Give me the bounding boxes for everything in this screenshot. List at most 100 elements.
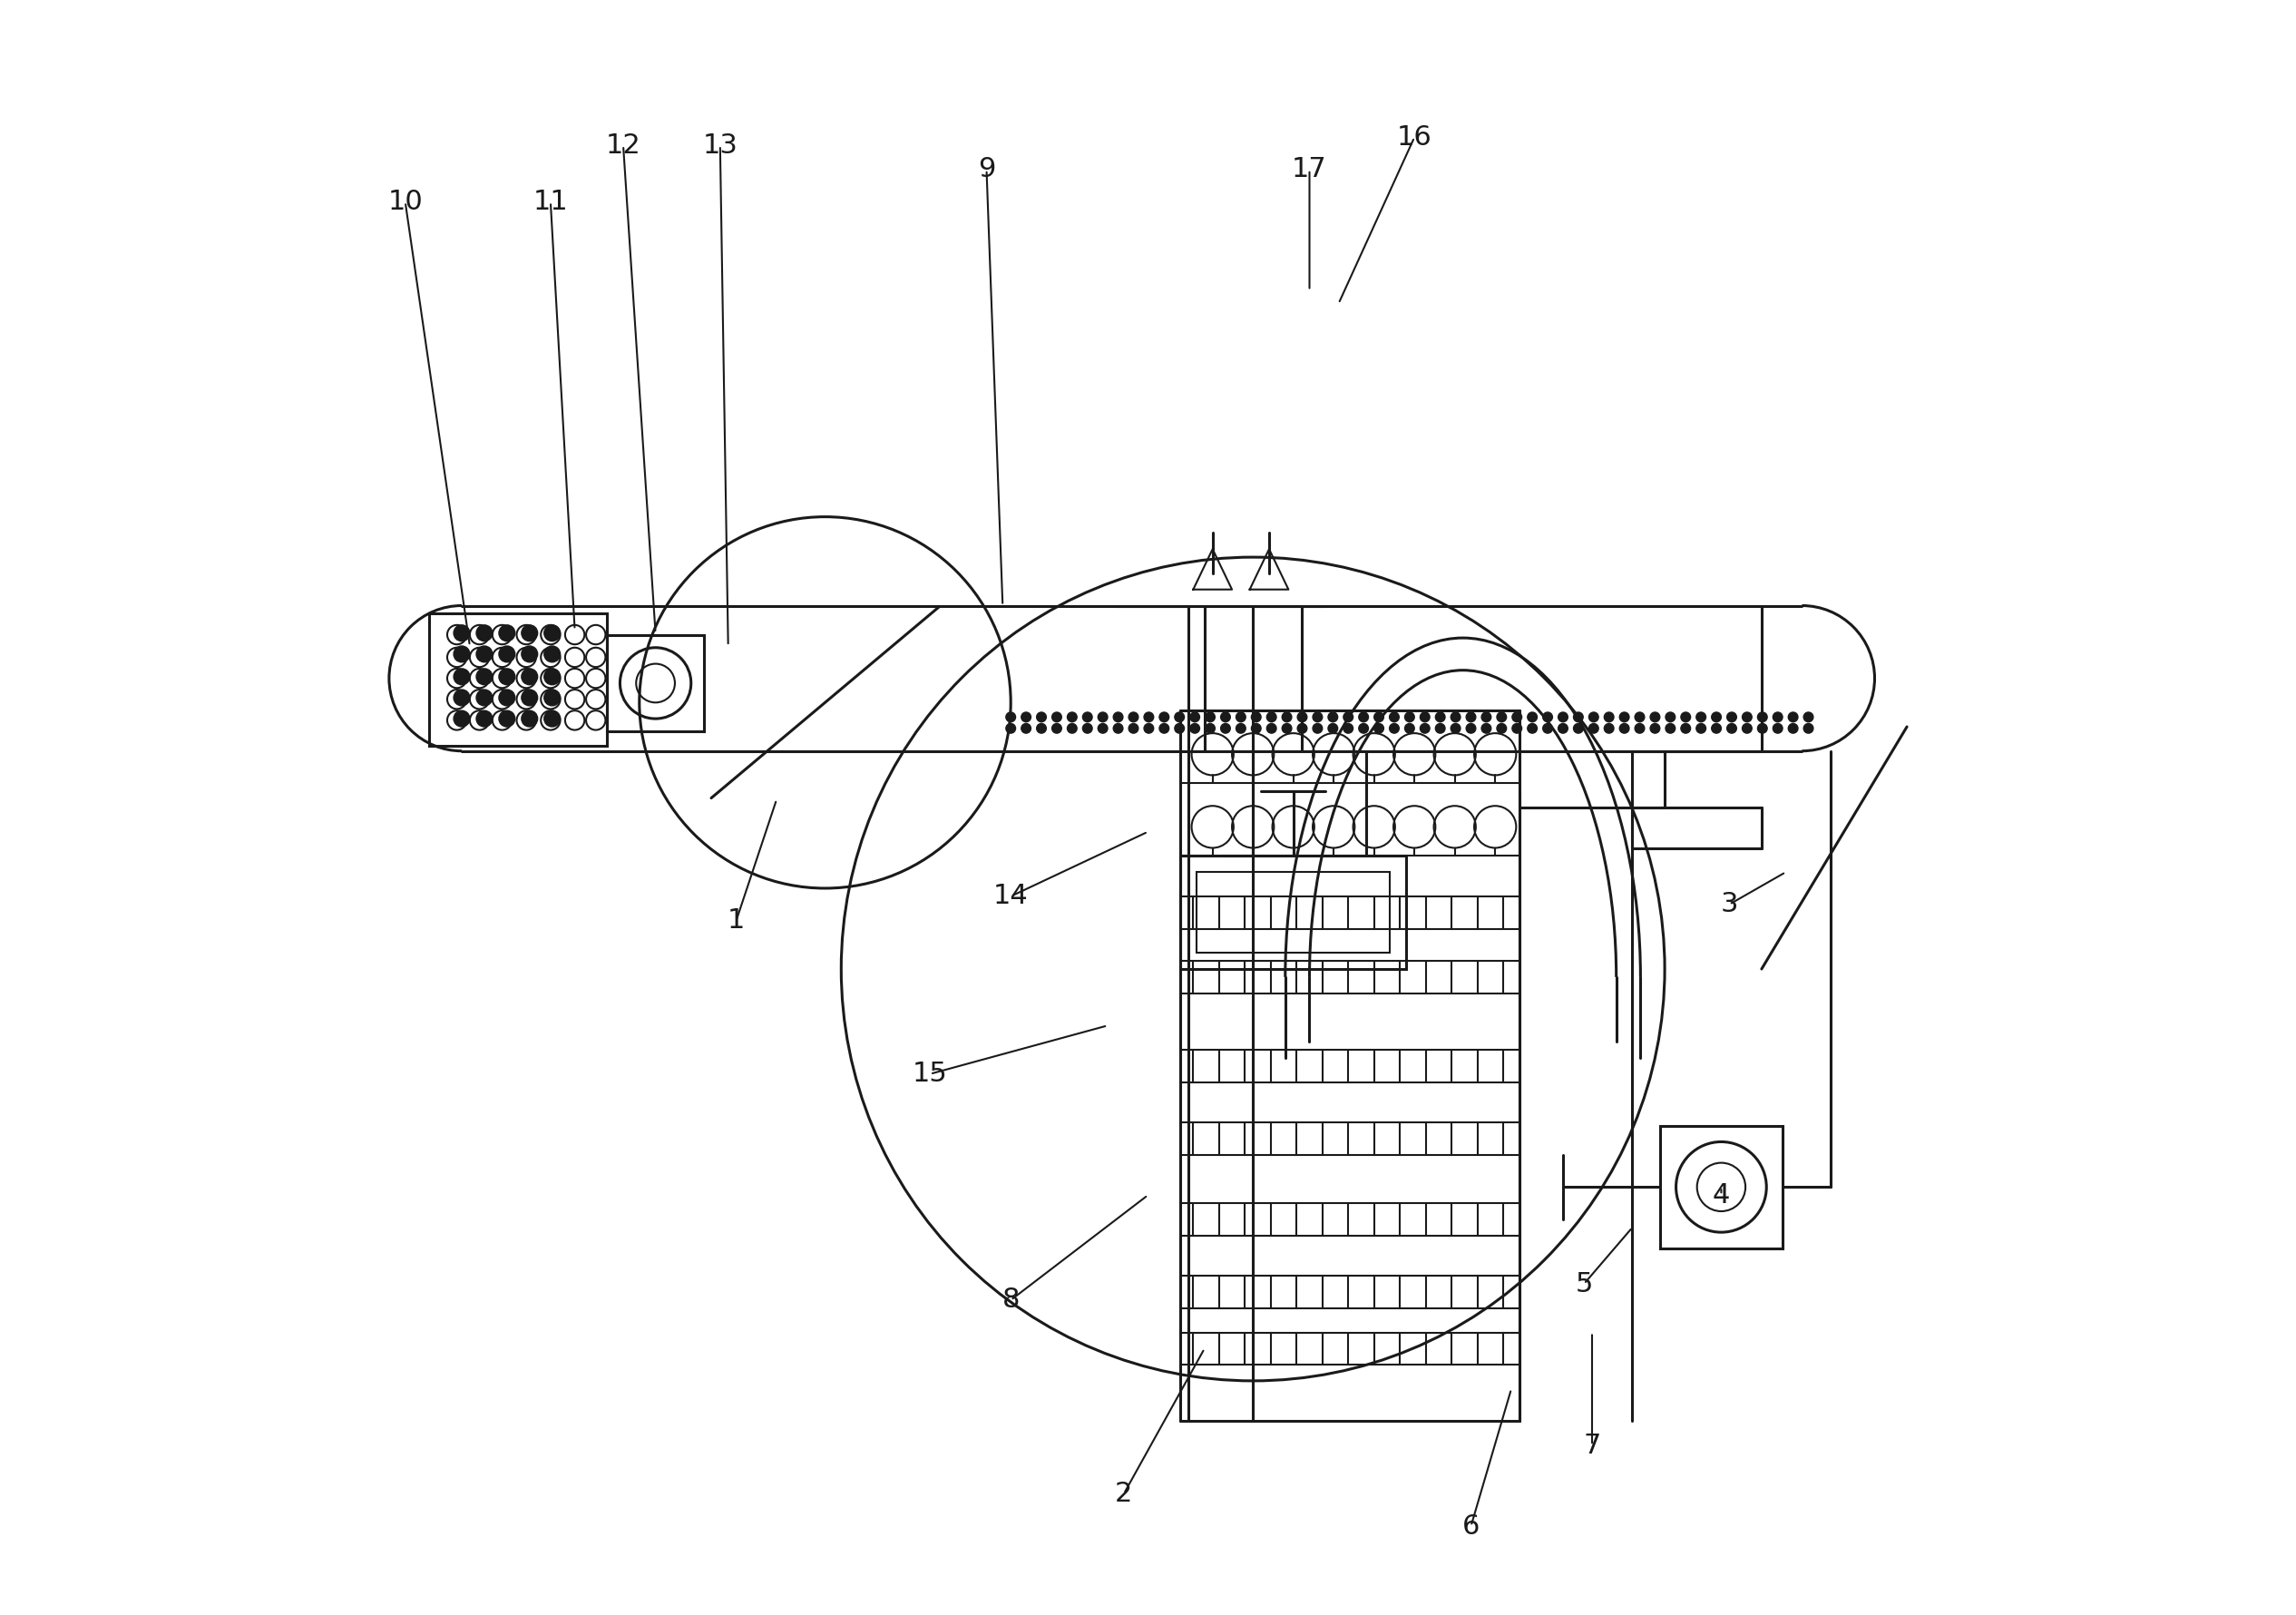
Circle shape xyxy=(1327,724,1339,733)
Circle shape xyxy=(1513,724,1522,733)
Circle shape xyxy=(1281,712,1293,722)
Circle shape xyxy=(1052,712,1061,722)
Circle shape xyxy=(455,625,471,641)
Text: 2: 2 xyxy=(1116,1481,1132,1507)
Circle shape xyxy=(1343,712,1352,722)
Circle shape xyxy=(1359,724,1368,733)
Circle shape xyxy=(1373,724,1384,733)
Circle shape xyxy=(455,711,471,727)
Circle shape xyxy=(1205,712,1215,722)
Circle shape xyxy=(1743,712,1752,722)
Circle shape xyxy=(455,669,471,685)
Circle shape xyxy=(521,669,537,685)
Circle shape xyxy=(1159,724,1169,733)
Circle shape xyxy=(1651,724,1660,733)
Text: 10: 10 xyxy=(388,189,422,215)
Circle shape xyxy=(1130,724,1139,733)
Circle shape xyxy=(1235,712,1247,722)
Circle shape xyxy=(1665,712,1676,722)
Circle shape xyxy=(1605,724,1614,733)
Circle shape xyxy=(1297,712,1306,722)
Circle shape xyxy=(1619,712,1630,722)
Bar xyxy=(1196,872,1389,953)
Circle shape xyxy=(455,690,471,706)
Text: 4: 4 xyxy=(1713,1182,1729,1208)
Circle shape xyxy=(1527,712,1536,722)
Bar xyxy=(1660,1126,1782,1248)
Circle shape xyxy=(1451,724,1460,733)
Circle shape xyxy=(1052,724,1061,733)
Circle shape xyxy=(475,690,491,706)
Circle shape xyxy=(1221,724,1231,733)
Circle shape xyxy=(1189,712,1201,722)
Circle shape xyxy=(1251,724,1261,733)
Circle shape xyxy=(544,669,560,685)
Text: 14: 14 xyxy=(994,883,1029,909)
Circle shape xyxy=(1313,712,1322,722)
Circle shape xyxy=(1559,724,1568,733)
Bar xyxy=(429,614,606,746)
Circle shape xyxy=(1435,712,1444,722)
Circle shape xyxy=(1727,712,1736,722)
Circle shape xyxy=(1789,712,1798,722)
Circle shape xyxy=(1421,712,1430,722)
Circle shape xyxy=(1035,724,1047,733)
Circle shape xyxy=(1467,712,1476,722)
Circle shape xyxy=(475,625,491,641)
Circle shape xyxy=(498,625,514,641)
Circle shape xyxy=(1130,712,1139,722)
Circle shape xyxy=(1497,724,1506,733)
Circle shape xyxy=(1035,712,1047,722)
Circle shape xyxy=(1697,724,1706,733)
Circle shape xyxy=(544,711,560,727)
Circle shape xyxy=(1681,724,1690,733)
Circle shape xyxy=(1773,712,1782,722)
Circle shape xyxy=(1022,724,1031,733)
Circle shape xyxy=(475,669,491,685)
Circle shape xyxy=(498,646,514,662)
Circle shape xyxy=(1697,712,1706,722)
Circle shape xyxy=(1006,724,1015,733)
Bar xyxy=(1180,856,1407,969)
Circle shape xyxy=(1805,724,1814,733)
Circle shape xyxy=(1773,724,1782,733)
Circle shape xyxy=(544,690,560,706)
Circle shape xyxy=(1235,724,1247,733)
Circle shape xyxy=(1481,712,1490,722)
Circle shape xyxy=(455,646,471,662)
Circle shape xyxy=(1513,712,1522,722)
Circle shape xyxy=(1114,724,1123,733)
Text: 5: 5 xyxy=(1575,1271,1593,1297)
Circle shape xyxy=(1189,724,1201,733)
Circle shape xyxy=(1451,712,1460,722)
Circle shape xyxy=(544,646,560,662)
Circle shape xyxy=(1176,712,1185,722)
Circle shape xyxy=(1589,712,1598,722)
Circle shape xyxy=(1559,712,1568,722)
Circle shape xyxy=(1543,712,1552,722)
Circle shape xyxy=(1711,712,1722,722)
Circle shape xyxy=(1281,724,1293,733)
Circle shape xyxy=(1267,712,1277,722)
Circle shape xyxy=(1405,724,1414,733)
Circle shape xyxy=(475,646,491,662)
Circle shape xyxy=(1359,712,1368,722)
Text: 6: 6 xyxy=(1463,1513,1479,1539)
Circle shape xyxy=(1176,724,1185,733)
Text: 11: 11 xyxy=(533,189,567,215)
Text: 7: 7 xyxy=(1584,1433,1600,1458)
Text: 1: 1 xyxy=(728,908,744,933)
Circle shape xyxy=(498,669,514,685)
Circle shape xyxy=(1327,712,1339,722)
Circle shape xyxy=(1756,724,1768,733)
Text: 16: 16 xyxy=(1396,124,1433,150)
Circle shape xyxy=(1143,724,1153,733)
Circle shape xyxy=(1543,724,1552,733)
Circle shape xyxy=(1589,724,1598,733)
Circle shape xyxy=(1421,724,1430,733)
Circle shape xyxy=(1527,724,1536,733)
Circle shape xyxy=(1097,724,1107,733)
Circle shape xyxy=(1251,712,1261,722)
Text: 17: 17 xyxy=(1293,157,1327,182)
Circle shape xyxy=(1068,724,1077,733)
